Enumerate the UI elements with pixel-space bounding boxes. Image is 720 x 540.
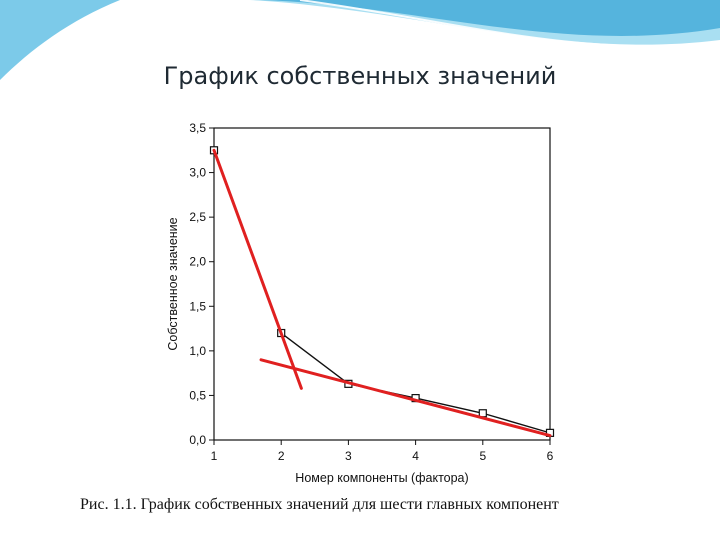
y-tick-label: 0,0 xyxy=(189,433,206,447)
y-axis-ticks: 0,0 0,5 1,0 1,5 2,0 2,5 3,0 3,5 xyxy=(189,121,214,447)
figure-caption: Рис. 1.1. График собственных значений дл… xyxy=(80,496,559,513)
annotation-layer xyxy=(212,148,552,438)
trend-line xyxy=(259,358,552,438)
scree-plot: 0,0 0,5 1,0 1,5 2,0 2,5 3,0 3,5 1 2 3 4 5 6 Номер ко… xyxy=(166,121,555,485)
figure-panel: 0,0 0,5 1,0 1,5 2,0 2,5 3,0 3,5 1 2 3 4 5 6 Номер ко… xyxy=(72,104,638,522)
header-wave-decoration xyxy=(0,0,720,80)
x-tick-label: 5 xyxy=(479,449,486,463)
y-tick-label: 3,5 xyxy=(189,121,206,135)
data-point-marker xyxy=(478,409,487,418)
y-axis-title: Собственное значение xyxy=(166,217,180,350)
x-tick-label: 3 xyxy=(345,449,352,463)
y-tick-label: 1,5 xyxy=(189,299,206,313)
x-tick-label: 1 xyxy=(211,449,218,463)
x-axis-title: Номер компоненты (фактора) xyxy=(295,471,468,485)
y-tick-label: 3,0 xyxy=(189,166,206,180)
y-tick-label: 2,5 xyxy=(189,210,206,224)
slide-title: График собственных значений xyxy=(163,62,557,90)
x-tick-label: 2 xyxy=(278,449,285,463)
plot-frame xyxy=(213,127,551,441)
y-tick-label: 1,0 xyxy=(189,344,206,358)
x-axis-ticks: 1 2 3 4 5 6 xyxy=(211,440,554,463)
y-tick-label: 2,0 xyxy=(189,255,206,269)
y-tick-label: 0,5 xyxy=(189,388,206,402)
x-tick-label: 4 xyxy=(412,449,419,463)
x-tick-label: 6 xyxy=(547,449,554,463)
trend-line xyxy=(212,148,303,390)
